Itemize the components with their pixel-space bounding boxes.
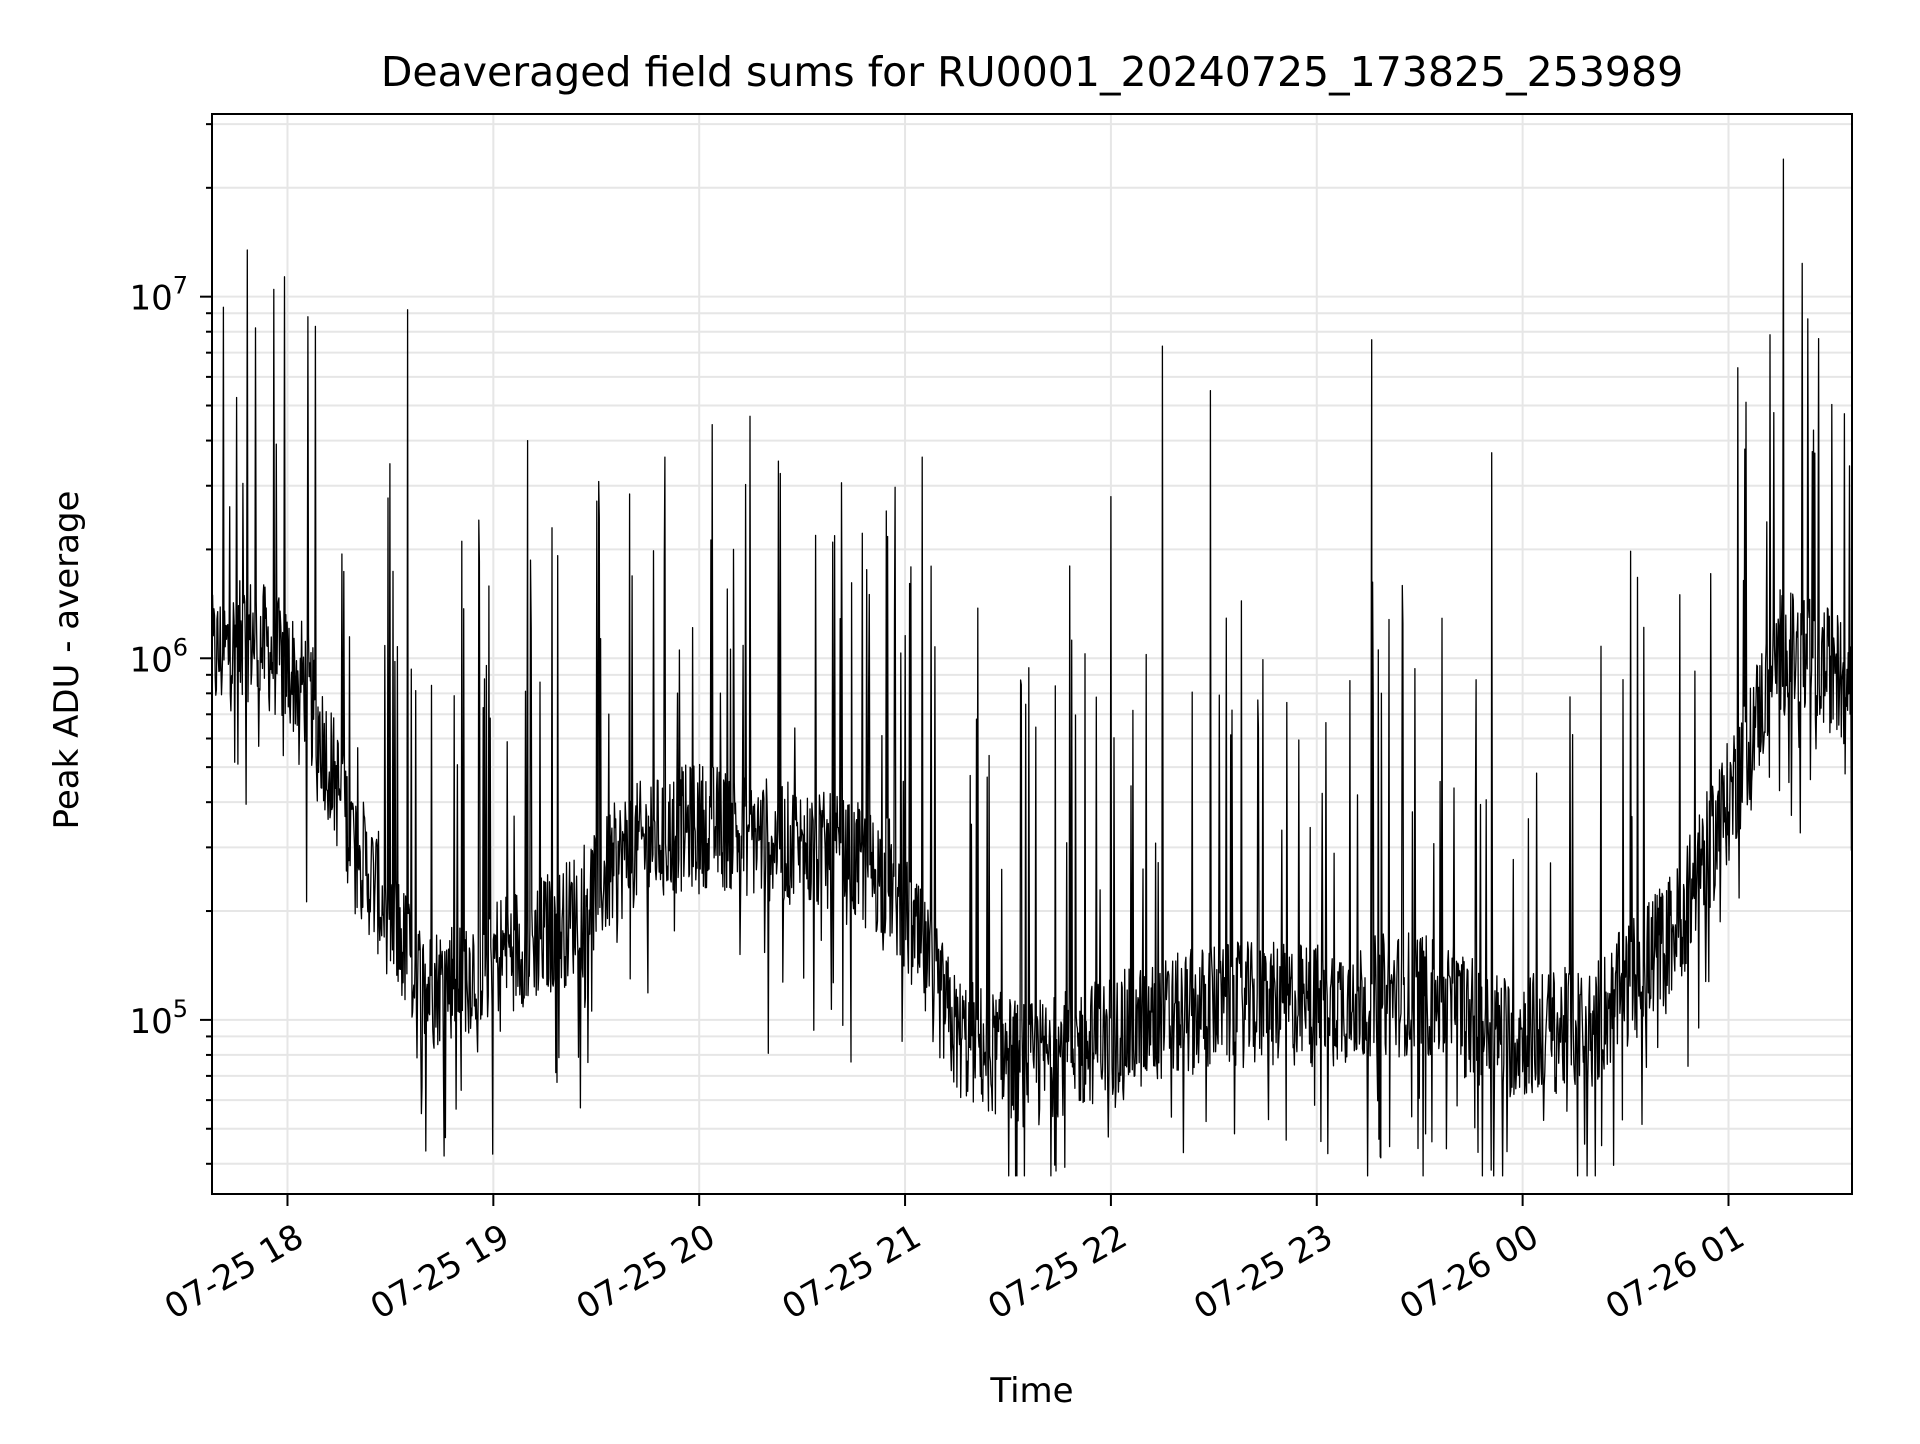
data-layer [211,158,1853,1177]
y-tick-label-base: 10 [129,640,172,680]
y-tick-label-exponent: 5 [173,995,188,1023]
y-tick-label: 105 [129,995,188,1042]
y-tick-label: 106 [129,633,188,680]
x-axis-label: Time [989,1371,1073,1411]
y-tick-label-exponent: 7 [173,272,188,300]
series-line [211,158,1853,1177]
y-tick-label-base: 10 [129,279,172,319]
y-tick-label-base: 10 [129,1002,172,1042]
plot-frame [211,113,1853,1195]
chart-title: Deaveraged field sums for RU0001_2024072… [381,48,1683,96]
y-tick-label: 107 [129,272,188,319]
y-tick-label-exponent: 6 [173,633,188,661]
y-axis-label: Peak ADU - average [47,491,87,830]
